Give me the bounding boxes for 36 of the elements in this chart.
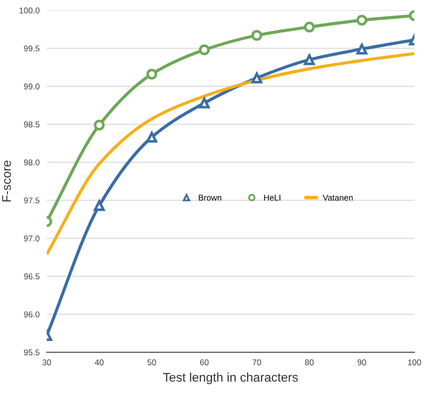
y-tick-label: 97.0 [24, 235, 40, 242]
y-tick-label: 95.5 [24, 349, 40, 356]
y-tick-label: 97.5 [24, 197, 40, 204]
point [356, 44, 368, 54]
point [94, 200, 105, 212]
y-tick-label: 99.0 [24, 83, 40, 90]
legend-label: HeLI [264, 194, 280, 201]
point [304, 54, 315, 66]
y-tick-label: 96.0 [24, 311, 40, 318]
point [251, 72, 262, 84]
point [198, 98, 210, 108]
x-tick-label: 40 [94, 359, 104, 366]
legend-label: Vatanen [322, 194, 353, 201]
legend-label: Brown [198, 194, 222, 201]
y-tick-label: 96.5 [24, 273, 40, 280]
x-tick-label: 50 [147, 359, 156, 366]
x-tick-label: 30 [42, 359, 52, 366]
y-tick-label: 99.5 [24, 45, 40, 52]
point [304, 22, 315, 32]
line-series [46, 52, 414, 256]
point [356, 14, 368, 26]
x-tick-label: 90 [358, 359, 366, 366]
x-tick-label: 60 [200, 359, 209, 366]
x-tick-label: 80 [305, 359, 314, 366]
point [146, 68, 158, 80]
y-axis-title: F-score [2, 160, 11, 202]
x-tick-label: 70 [252, 359, 262, 366]
point [198, 44, 210, 56]
x-axis-title: Test length in characters [163, 372, 298, 384]
y-tick-label: 98.5 [24, 121, 40, 128]
point [251, 30, 262, 41]
y-tick-label: 98.0 [24, 159, 40, 166]
point [146, 132, 158, 143]
y-tick-label: 100.0 [20, 8, 40, 14]
x-tick-label: 100 [408, 359, 421, 366]
point [94, 120, 105, 130]
